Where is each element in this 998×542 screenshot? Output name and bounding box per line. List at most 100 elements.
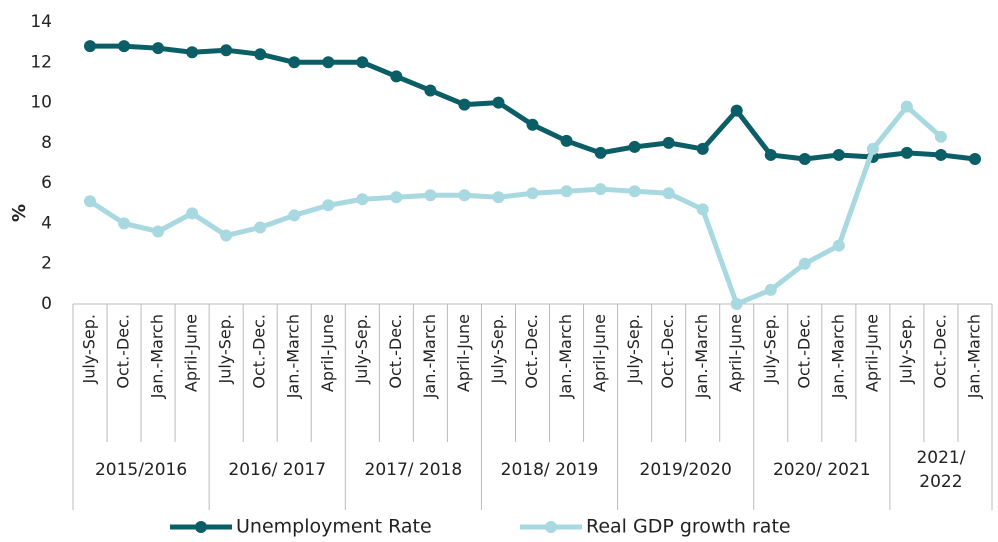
y-tick-label: 8 — [41, 133, 52, 153]
x-tick-label: Jan.-March — [828, 314, 847, 399]
marker — [730, 104, 743, 117]
x-tick-label: Oct.-Dec. — [794, 314, 813, 389]
marker — [866, 142, 879, 155]
y-tick-label: 10 — [30, 93, 52, 113]
marker — [560, 134, 573, 147]
marker — [118, 40, 131, 53]
marker — [900, 146, 913, 159]
marker — [390, 191, 403, 204]
marker — [220, 44, 233, 57]
legend-marker — [545, 521, 557, 533]
marker — [288, 209, 301, 222]
x-tick-label: Oct.-Dec. — [114, 314, 133, 389]
y-tick-label: 4 — [41, 213, 52, 233]
marker — [356, 56, 369, 69]
group-label: 2016/ 2017 — [228, 460, 326, 480]
marker — [152, 225, 165, 238]
x-tick-label: April-June — [182, 314, 201, 392]
marker — [628, 140, 641, 153]
marker — [934, 148, 947, 161]
marker — [730, 298, 743, 310]
x-tick-label: Oct.-Dec. — [522, 314, 541, 389]
x-tick-label: April-June — [590, 314, 609, 392]
marker — [798, 257, 811, 270]
x-tick-label: April-June — [726, 314, 745, 392]
marker — [322, 199, 335, 212]
marker — [696, 203, 709, 216]
marker — [152, 42, 165, 55]
marker — [84, 195, 97, 208]
marker — [560, 185, 573, 198]
marker — [492, 96, 505, 109]
legend-label: Unemployment Rate — [236, 516, 432, 538]
legend-marker — [195, 521, 207, 533]
x-tick-label: Oct.-Dec. — [658, 314, 677, 389]
group-label: 2020/ 2021 — [773, 460, 871, 480]
group-label: 2018/ 2019 — [501, 460, 599, 480]
legend-label: Real GDP growth rate — [586, 516, 791, 538]
x-tick-label: April-June — [454, 314, 473, 392]
group-label: 2015/2016 — [95, 460, 187, 480]
x-tick-label: July-Sep. — [216, 314, 235, 385]
marker — [764, 148, 777, 161]
y-tick-label: 12 — [30, 52, 52, 72]
marker — [492, 191, 505, 204]
marker — [254, 48, 267, 61]
group-label: 2017/ 2018 — [365, 460, 463, 480]
group-label-line: 2022 — [919, 472, 962, 492]
y-tick-label: 2 — [41, 254, 52, 274]
marker — [526, 187, 539, 200]
marker — [424, 189, 437, 202]
marker — [798, 152, 811, 165]
series-line — [90, 43, 976, 162]
x-tick-label: Oct.-Dec. — [930, 314, 949, 389]
group-label: 2021/2022 — [916, 448, 965, 492]
x-tick-label: July-Sep. — [488, 314, 507, 385]
marker — [662, 136, 675, 149]
marker — [84, 40, 97, 53]
marker — [458, 189, 471, 202]
marker — [458, 98, 471, 111]
marker — [764, 283, 777, 296]
x-tick-label: Jan.-March — [148, 314, 167, 399]
x-tick-label: July-Sep. — [896, 314, 915, 385]
marker — [696, 142, 709, 155]
x-tick-label: April-June — [318, 314, 337, 392]
marker — [934, 130, 947, 143]
x-tick-label: Oct.-Dec. — [250, 314, 269, 389]
marker — [220, 229, 233, 242]
x-tick-label: Jan.-March — [284, 314, 303, 399]
group-label-line: 2021/ — [916, 448, 965, 468]
marker — [900, 100, 913, 113]
y-tick-label: 14 — [30, 12, 52, 32]
x-tick-label: July-Sep. — [352, 314, 371, 385]
x-tick-label: Jan.-March — [420, 314, 439, 399]
group-label: 2019/2020 — [640, 460, 732, 480]
y-tick-label: 0 — [41, 294, 52, 314]
marker — [390, 70, 403, 83]
series-line — [88, 104, 943, 307]
marker — [186, 46, 199, 59]
x-tick-label: April-June — [862, 314, 881, 392]
marker — [832, 239, 845, 252]
marker — [526, 118, 539, 131]
marker — [968, 152, 981, 165]
marker — [662, 187, 675, 200]
x-tick-label: Oct.-Dec. — [386, 314, 405, 389]
x-tick-label: Jan.-March — [556, 314, 575, 399]
x-tick-label: Jan.-March — [692, 314, 711, 399]
marker — [118, 217, 131, 230]
marker — [254, 221, 267, 234]
y-tick-label: 6 — [41, 173, 52, 193]
marker — [186, 207, 199, 220]
y-axis-label: % — [9, 204, 30, 222]
x-tick-label: July-Sep. — [624, 314, 643, 385]
marker — [628, 185, 641, 198]
marker — [832, 148, 845, 161]
marker — [594, 146, 607, 159]
marker — [424, 84, 437, 97]
marker — [288, 56, 301, 69]
marker — [322, 56, 335, 69]
marker — [594, 183, 607, 196]
